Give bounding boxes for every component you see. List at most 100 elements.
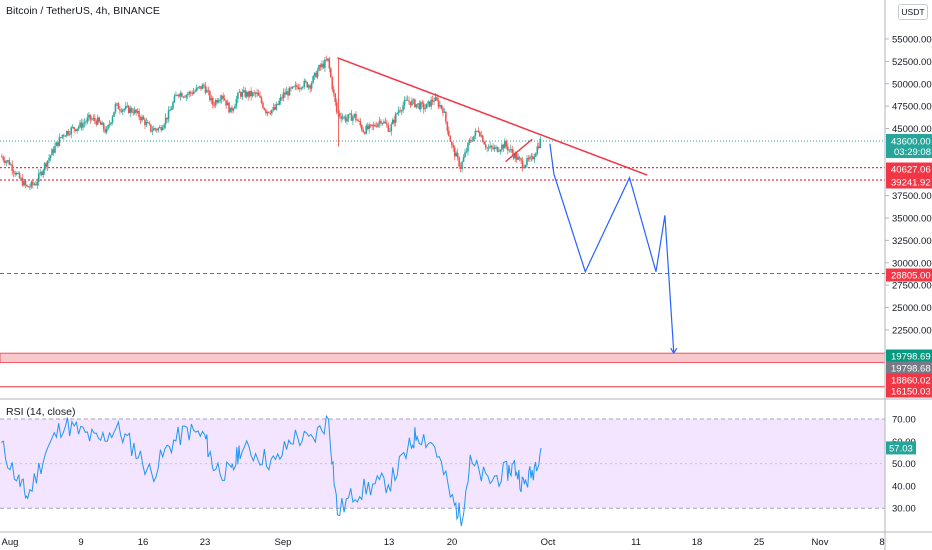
candle-body: [393, 119, 396, 123]
candle-body: [178, 94, 180, 97]
candle-body: [462, 157, 465, 162]
candle-body: [290, 87, 292, 89]
candle-body: [334, 93, 337, 103]
candle-body: [120, 110, 123, 112]
candle-body: [501, 144, 503, 150]
candle-body: [101, 123, 103, 125]
candle-body: [389, 131, 391, 133]
candle-body: [76, 128, 78, 131]
candle-body: [133, 109, 136, 114]
candle-body: [92, 117, 95, 120]
candle-body: [135, 109, 137, 113]
time-tick-label: 13: [384, 537, 395, 548]
candle-body: [273, 107, 276, 110]
candle-body: [256, 92, 258, 94]
candle-body: [15, 173, 18, 175]
candle-body: [400, 110, 403, 112]
candle-body: [498, 151, 500, 153]
candle-body: [439, 105, 441, 107]
candle-body: [411, 100, 413, 106]
candle-body: [468, 139, 471, 143]
candle-body: [116, 103, 118, 105]
candle-body: [200, 86, 202, 90]
candle-body: [30, 181, 33, 187]
candle-body: [82, 123, 84, 128]
candle-body: [285, 91, 288, 95]
candle-body: [288, 87, 291, 96]
candle-body: [387, 125, 390, 132]
candle-body: [204, 85, 207, 93]
candle-body: [179, 93, 182, 97]
candle-body: [191, 92, 193, 95]
candle-body: [253, 92, 255, 94]
candle-body: [67, 131, 70, 135]
candle-body: [32, 181, 34, 185]
candle-body: [350, 113, 353, 121]
candle-body: [321, 63, 323, 68]
candle-body: [282, 92, 285, 99]
candle-body: [183, 96, 186, 98]
projection-path: [549, 143, 675, 354]
candle-body: [123, 108, 126, 110]
candle-body: [279, 97, 282, 101]
time-tick-label: 18: [692, 537, 703, 548]
candle-body: [535, 153, 537, 157]
candle-body: [188, 91, 191, 95]
candle-body: [198, 86, 201, 88]
candle-body: [251, 92, 254, 96]
candle-body: [96, 117, 99, 125]
candle-body: [36, 181, 39, 186]
candle-body: [455, 152, 457, 157]
candle-body: [284, 92, 286, 95]
candle-body: [172, 102, 174, 109]
candle-body: [257, 92, 260, 96]
candle-body: [175, 94, 177, 97]
candle-body: [88, 114, 90, 118]
candle-body: [424, 108, 427, 110]
candle-body: [9, 164, 12, 166]
candle-body: [77, 126, 80, 129]
candle-body: [524, 165, 527, 168]
candle-body: [448, 130, 450, 136]
candle-body: [287, 91, 289, 96]
candle-body: [242, 90, 245, 92]
candle-body: [209, 91, 211, 101]
price-tick-label: 55000.00: [892, 35, 932, 46]
candle-body: [332, 89, 335, 94]
candlestick-series: [1, 55, 542, 191]
candle-body: [5, 161, 8, 163]
candle-body: [229, 107, 232, 113]
candle-body: [130, 108, 133, 113]
candle-body: [60, 137, 62, 138]
candle-body: [164, 117, 167, 125]
resistance-trendline: [337, 57, 648, 176]
candle-body: [94, 117, 96, 121]
candle-body: [268, 111, 270, 113]
rsi-tick-label: 40.00: [892, 481, 916, 492]
time-axis: Aug 9 16 23 Sep 13 20 Oct 11 18 25 Nov 8: [0, 531, 932, 548]
candle-body: [471, 140, 474, 142]
candle-body: [330, 68, 332, 78]
support-zone: [0, 352, 886, 363]
candle-body: [425, 103, 428, 109]
candle-body: [201, 84, 204, 90]
time-tick-label: Nov: [812, 537, 829, 548]
candle-body: [105, 128, 108, 133]
price-tick-label: 32500.00: [892, 236, 932, 247]
candle-body: [371, 124, 373, 127]
candle-body: [372, 124, 375, 127]
candle-body: [24, 180, 27, 185]
candle-body: [278, 100, 280, 105]
candle-body: [127, 105, 130, 114]
candle-body: [353, 113, 356, 117]
currency-badge[interactable]: USDT: [898, 4, 928, 20]
candle-body: [436, 97, 438, 101]
candle-body: [154, 128, 157, 130]
time-tick-label: 23: [200, 537, 211, 548]
candle-body: [142, 116, 145, 120]
candle-body: [63, 134, 65, 137]
candle-body: [107, 125, 109, 129]
candle-body: [1, 156, 3, 158]
